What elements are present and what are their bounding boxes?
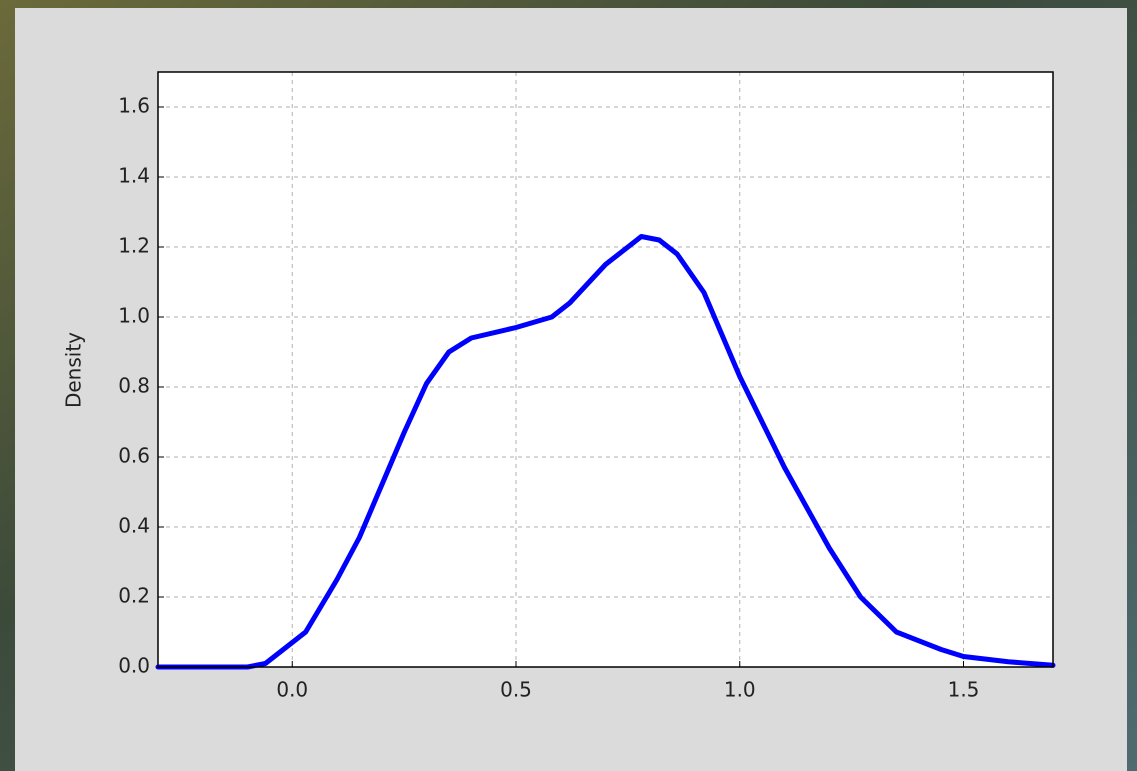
x-tick-label: 0.0 [276,678,308,702]
y-tick-label: 0.4 [118,514,150,538]
y-tick-label: 0.0 [118,654,150,678]
y-tick-label: 0.6 [118,444,150,468]
x-tick-label: 0.5 [500,678,532,702]
x-tick-label: 1.0 [724,678,756,702]
page: Density 0.0 0.2 0.4 0.6 0.8 1.0 1.2 1.4 1.6 0.0 0.… [0,0,1137,771]
y-tick-label: 1.2 [118,234,150,258]
y-tick-label: 1.0 [118,304,150,328]
y-tick-label: 1.4 [118,164,150,188]
chart: Density 0.0 0.2 0.4 0.6 0.8 1.0 1.2 1.4 1.6 0.0 0.… [0,0,1137,771]
y-tick-label: 0.8 [118,374,150,398]
y-axis-label: Density [62,332,86,408]
y-tick-label: 0.2 [118,584,150,608]
x-tick-label: 1.5 [948,678,980,702]
y-tick-label: 1.6 [118,94,150,118]
